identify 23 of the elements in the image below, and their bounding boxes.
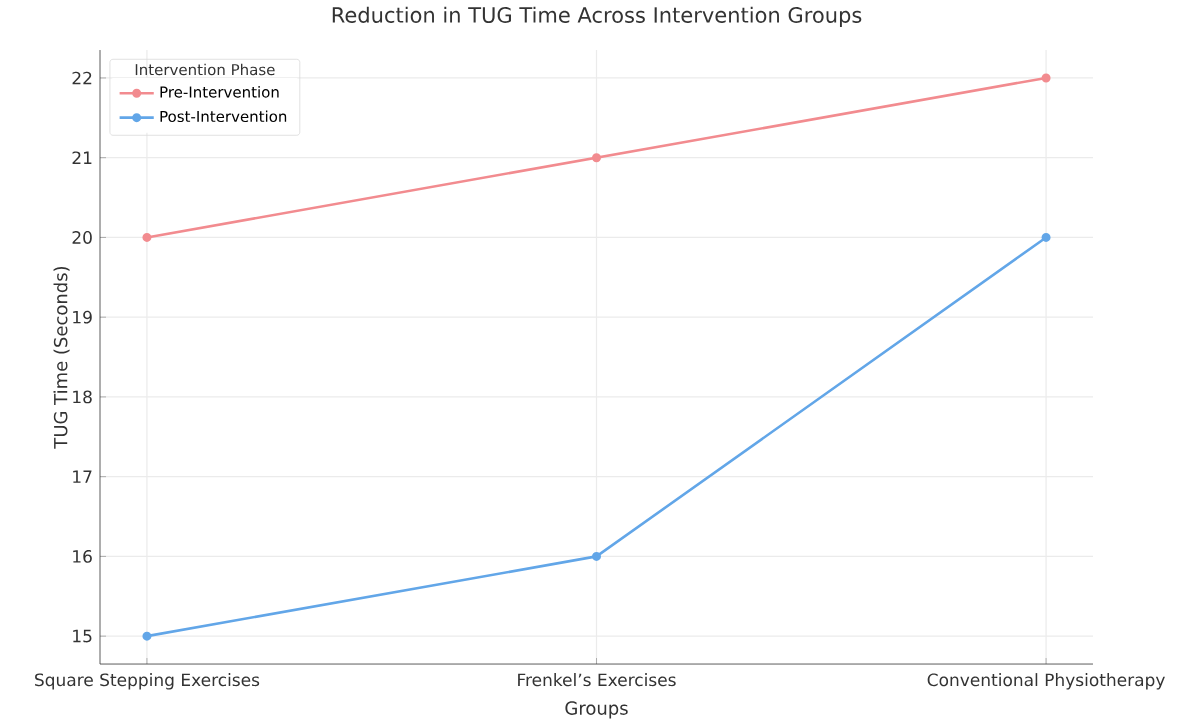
point [1041,73,1051,83]
y-tick-label: 19 [73,310,92,324]
y-tick-label: 22 [72,71,92,85]
x-axis-title: Groups [565,701,628,719]
y-axis-title: TUG Time (Seconds) [53,266,70,449]
x-tick-label: Square Stepping Exercises [35,673,260,690]
y-tick-label: 20 [72,230,92,244]
point [592,551,601,561]
y-tick-label: 17 [73,470,92,483]
y-tick-label: 15 [73,629,92,643]
y-tick-label: 18 [73,390,92,404]
point [1041,232,1051,242]
x-tick-label: Conventional Physiotherapy [927,673,1165,690]
x-tick-label: Frenkel’s Exercises [518,673,676,687]
legend-label: Pre-Intervention [160,86,279,98]
chart-title: Reduction in TUG Time Across Intervention Groups [332,6,862,27]
y-tick-label: 16 [73,549,92,563]
legend-label: Post-Intervention [160,110,287,123]
point [592,153,601,163]
point [142,232,152,242]
point [142,631,152,641]
legend-title: Intervention Phase [135,63,275,76]
y-tick-label: 21 [72,151,92,164]
